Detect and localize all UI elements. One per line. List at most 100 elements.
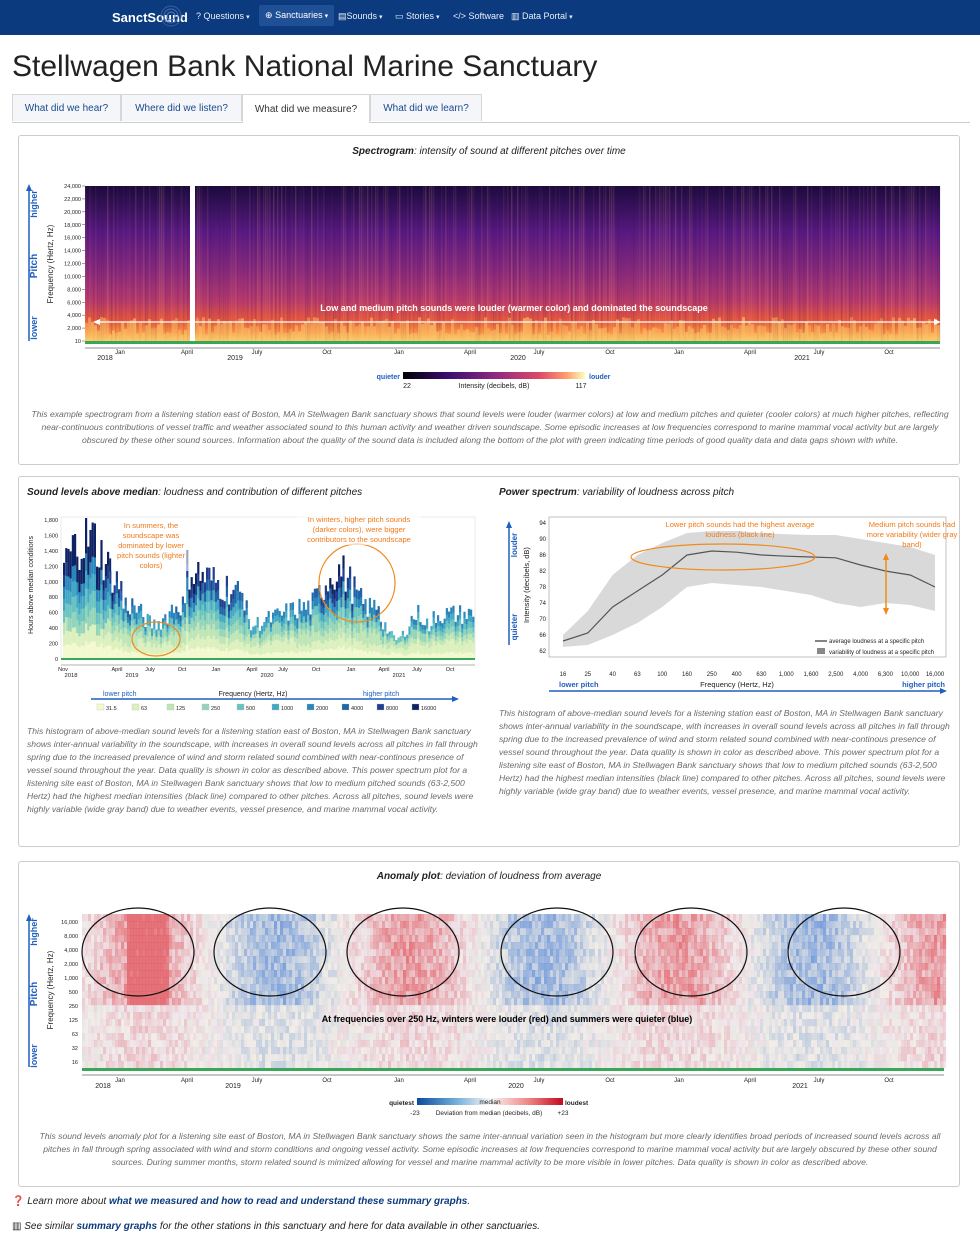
anomaly-cell: [397, 991, 401, 999]
anomaly-cell: [133, 914, 137, 922]
anomaly-cell: [346, 963, 350, 971]
histogram-bar-segment: [463, 629, 466, 636]
histogram-bar-segment: [320, 612, 323, 621]
histogram-bar-segment: [111, 609, 114, 618]
anomaly-y-tick-label: 1,000: [64, 976, 78, 982]
anomaly-cell: [406, 998, 410, 1006]
histogram-bar-segment: [305, 645, 308, 653]
anomaly-cell: [106, 949, 110, 957]
nav-questions[interactable]: ? Questions ▾: [196, 11, 250, 21]
nav-sounds[interactable]: ▤Sounds ▾: [338, 11, 383, 21]
anomaly-cell: [109, 1026, 113, 1034]
spectrogram-stripe: [375, 186, 377, 341]
spectrogram-low-band: [610, 334, 613, 341]
tab-where-did-we-listen[interactable]: Where did we listen?: [121, 94, 242, 121]
anomaly-cell: [262, 1026, 266, 1034]
tab-what-did-we-learn[interactable]: What did we learn?: [370, 94, 482, 121]
anomaly-cell: [418, 977, 422, 985]
legend-band-label: variability of loudness at a specific pi…: [829, 650, 934, 656]
histogram-bar-segment: [276, 639, 279, 646]
nav-data-portal[interactable]: ▥ Data Portal ▾: [511, 11, 573, 21]
anomaly-cell: [280, 963, 284, 971]
tab-what-did-we-measure[interactable]: What did we measure?: [242, 94, 370, 123]
anomaly-cell: [199, 935, 203, 943]
histogram-bar-segment: [472, 637, 475, 643]
histogram-bar-segment: [142, 627, 145, 633]
nav-software[interactable]: </> Software: [453, 11, 505, 21]
histogram-bar-segment: [80, 583, 83, 597]
spectrogram-low-band: [199, 326, 202, 341]
histogram-bar-segment: [80, 596, 83, 609]
anomaly-cell: [343, 921, 347, 929]
histogram-bar-segment: [465, 618, 468, 625]
anomaly-cell: [82, 1019, 86, 1027]
anomaly-cell: [250, 949, 254, 957]
histogram-bar-segment: [450, 607, 453, 615]
hist-month-label: Oct: [446, 667, 455, 673]
anomaly-cell: [103, 991, 107, 999]
histogram-bar-segment: [313, 614, 316, 624]
anomaly-cell: [346, 928, 350, 936]
anomaly-cell: [286, 1061, 290, 1069]
anomaly-cell: [274, 1033, 278, 1041]
anomaly-cell: [424, 963, 428, 971]
histogram-bar-segment: [437, 625, 440, 632]
anomaly-cell: [97, 935, 101, 943]
nav-sanctuaries[interactable]: ⊕ Sanctuaries ▾: [259, 5, 335, 26]
tab-what-did-we-hear[interactable]: What did we hear?: [12, 94, 121, 121]
anomaly-cell: [193, 914, 197, 922]
histogram-bar-segment: [338, 599, 341, 612]
anomaly-cell: [166, 1061, 170, 1069]
anomaly-cell: [148, 1061, 152, 1069]
anomaly-cell: [82, 1033, 86, 1041]
anomaly-cell: [142, 949, 146, 957]
spectrogram-stripe: [125, 186, 127, 341]
spectrogram-low-band: [109, 334, 112, 341]
anomaly-cell: [196, 1040, 200, 1048]
anomaly-cell: [172, 921, 176, 929]
anomaly-cell: [292, 963, 296, 971]
histogram-bar-segment: [206, 624, 209, 636]
anomaly-cell: [244, 998, 248, 1006]
spectrogram-low-band: [388, 326, 391, 341]
spectrogram-stripe: [113, 186, 115, 341]
spectrogram-stripe: [655, 186, 657, 341]
anomaly-cell: [247, 1061, 251, 1069]
anomaly-cell: [166, 998, 170, 1006]
nav-stories[interactable]: ▭ Stories ▾: [395, 11, 440, 21]
histogram-bar-segment: [107, 565, 110, 579]
histogram-bar-segment: [102, 638, 105, 649]
anomaly-cell: [232, 942, 236, 950]
anomaly-cell: [355, 921, 359, 929]
histogram-bar-segment: [305, 627, 308, 635]
anomaly-cell: [256, 984, 260, 992]
spectrogram-low-band: [892, 317, 895, 341]
ps-x-tick-label: 25: [584, 672, 591, 678]
anomaly-cell: [232, 1012, 236, 1020]
histogram-bar-segment: [386, 642, 389, 647]
histogram-bar-segment: [230, 610, 233, 619]
anomaly-cell: [397, 970, 401, 978]
histogram-bar-segment: [349, 646, 352, 659]
anomaly-cell: [202, 963, 206, 971]
anomaly-cell: [394, 949, 398, 957]
spectrogram-low-band: [484, 317, 487, 341]
histogram-bar-segment: [461, 636, 464, 642]
anomaly-cell: [145, 991, 149, 999]
brand-logo[interactable]: SanctSound: [112, 10, 188, 25]
histogram-bar-segment: [208, 601, 211, 614]
anomaly-cell: [358, 1012, 362, 1020]
histogram-bar-segment: [300, 646, 303, 653]
anomaly-cell: [388, 921, 392, 929]
anomaly-cell: [88, 1026, 92, 1034]
anomaly-cell: [271, 928, 275, 936]
anomaly-cell: [163, 1054, 167, 1062]
anomaly-cell: [205, 914, 209, 922]
anomaly-cell: [340, 984, 344, 992]
anomaly-cell: [322, 949, 326, 957]
histogram-bar-segment: [129, 636, 132, 642]
anomaly-cell: [277, 1061, 281, 1069]
anomaly-cell: [421, 991, 425, 999]
anomaly-cell: [223, 1019, 227, 1027]
anomaly-cell: [280, 942, 284, 950]
